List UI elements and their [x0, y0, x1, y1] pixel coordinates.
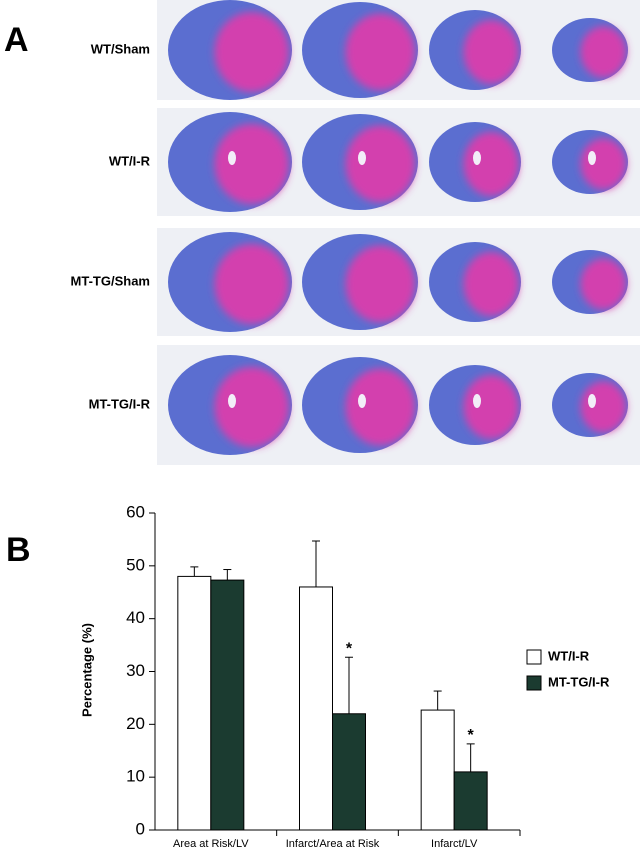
x-tick-label: Area at Risk/LV — [173, 838, 249, 850]
y-tick-label: 60 — [126, 502, 145, 521]
y-tick-label: 10 — [126, 767, 145, 786]
slice-inner — [214, 367, 289, 447]
slice-inner — [345, 245, 416, 323]
slice-inner — [463, 252, 519, 316]
slice-lumen — [588, 394, 596, 408]
slice-inner — [580, 138, 627, 190]
slice-inner — [580, 381, 627, 433]
bar — [453, 771, 488, 831]
y-tick-label: 0 — [136, 819, 145, 838]
heart-slice — [552, 373, 628, 437]
y-tick-label: 40 — [126, 608, 145, 627]
slice-lumen — [228, 151, 236, 165]
bar — [177, 575, 212, 831]
slice-inner — [345, 368, 416, 446]
slice-inner — [345, 13, 416, 91]
x-tick-label: Infarct/LV — [431, 838, 478, 850]
heart-slice — [168, 355, 292, 455]
heart-slice — [302, 357, 418, 453]
heart-slice — [168, 232, 292, 332]
slice-lumen — [228, 394, 236, 408]
slice-lumen — [588, 151, 596, 165]
legend-label: WT/I-R — [548, 648, 590, 663]
heart-slice — [302, 2, 418, 98]
row-label: MT-TG/Sham — [71, 273, 150, 288]
row-label: WT/I-R — [109, 153, 151, 168]
panel-label: B — [6, 531, 31, 569]
heart-slice — [429, 242, 521, 322]
y-tick-label: 50 — [126, 555, 145, 574]
slice-lumen — [473, 151, 481, 165]
significance: * — [468, 727, 475, 744]
slice-inner — [463, 375, 519, 439]
legend-label: MT-TG/I-R — [548, 674, 610, 689]
heart-slice — [429, 122, 521, 202]
slice-inner — [463, 20, 519, 84]
slice-inner — [580, 26, 627, 78]
x-tick-label: Infarct/Area at Risk — [286, 838, 380, 850]
heart-slice — [302, 234, 418, 330]
heart-slice — [552, 130, 628, 194]
heart-slice — [429, 365, 521, 445]
heart-slice — [168, 0, 292, 100]
heart-slice — [552, 250, 628, 314]
slice-inner — [214, 12, 289, 92]
y-tick-label: 30 — [126, 661, 145, 680]
row-label: MT-TG/I-R — [89, 396, 151, 411]
bar — [420, 709, 455, 831]
slice-inner — [345, 125, 416, 203]
slice-lumen — [473, 394, 481, 408]
heart-slice — [168, 112, 292, 212]
panel-label: A — [4, 21, 29, 59]
significance: * — [346, 640, 353, 657]
slice-lumen — [358, 151, 366, 165]
legend-swatch — [526, 649, 542, 665]
row-label: WT/Sham — [91, 41, 150, 56]
bar — [299, 586, 333, 831]
slice-inner — [580, 258, 627, 310]
legend-swatch — [526, 675, 542, 691]
heart-slice — [429, 10, 521, 90]
slice-inner — [214, 244, 289, 324]
slice-lumen — [358, 394, 366, 408]
bar — [332, 713, 366, 831]
slice-inner — [463, 132, 519, 196]
bar — [210, 579, 245, 831]
heart-slice — [552, 18, 628, 82]
heart-slice — [302, 114, 418, 210]
y-tick-label: 20 — [126, 714, 145, 733]
y-axis-label: Percentage (%) — [79, 623, 94, 717]
slice-inner — [214, 124, 289, 204]
